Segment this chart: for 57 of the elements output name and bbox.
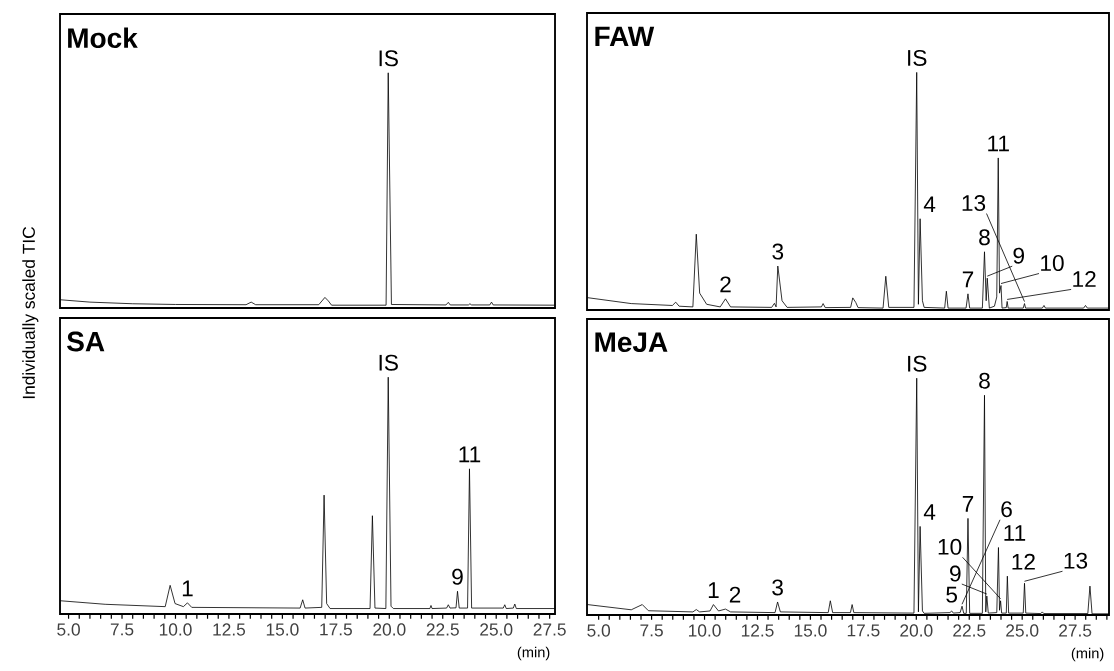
x-tick-label: 20.0 bbox=[373, 623, 406, 636]
x-tick-label: 10.0 bbox=[688, 624, 721, 637]
x-tick-label: 5.0 bbox=[57, 623, 80, 636]
annotation: IS bbox=[908, 49, 927, 66]
annotation: 8 bbox=[979, 229, 990, 246]
annotation: 11 bbox=[459, 446, 481, 463]
annotation: 6 bbox=[1001, 501, 1012, 518]
annotation: IS bbox=[379, 354, 398, 371]
annotation: 10 bbox=[938, 538, 962, 555]
annotation: 12 bbox=[1073, 271, 1096, 287]
x-tick-label: 22.5 bbox=[953, 624, 986, 637]
annotation: 4 bbox=[923, 196, 936, 213]
x-tick-label: 25.0 bbox=[480, 623, 513, 636]
chart-title: MeJA bbox=[595, 332, 668, 353]
chart-title: SA bbox=[67, 331, 105, 352]
chart-title: FAW bbox=[595, 26, 655, 46]
annotation: 11 bbox=[1004, 525, 1026, 541]
annotation: 12 bbox=[1012, 553, 1035, 570]
x-tick-label: 27.5 bbox=[1059, 624, 1092, 637]
annotation: 9 bbox=[1013, 247, 1024, 264]
annotation: 9 bbox=[950, 565, 961, 582]
x-tick-label: 12.5 bbox=[741, 624, 774, 637]
x-tick-label: 12.5 bbox=[213, 623, 246, 636]
x-axis-title: (min) bbox=[517, 646, 550, 661]
annotation: 3 bbox=[772, 243, 784, 260]
x-tick-label: 5.0 bbox=[587, 624, 611, 637]
x-tick-label: 17.5 bbox=[320, 623, 352, 636]
annotation: 13 bbox=[1064, 552, 1088, 569]
x-axis-title: (min) bbox=[1071, 647, 1104, 662]
annotation: IS bbox=[379, 50, 398, 67]
x-tick-label: 17.5 bbox=[847, 624, 880, 637]
x-tick-label: 10.0 bbox=[159, 623, 192, 636]
annotation: 10 bbox=[1041, 255, 1064, 272]
annotation: 9 bbox=[452, 568, 463, 585]
annotation: 2 bbox=[729, 586, 741, 603]
annotation: 3 bbox=[772, 579, 783, 596]
chart-title: Mock bbox=[68, 27, 138, 49]
annotation: 7 bbox=[962, 496, 974, 512]
x-tick-label: 20.0 bbox=[900, 624, 933, 637]
annotation: 7 bbox=[962, 271, 974, 288]
annotation: 5 bbox=[946, 586, 958, 603]
annotation: IS bbox=[908, 355, 927, 372]
annotation: 13 bbox=[962, 195, 986, 212]
annotation: 1 bbox=[182, 580, 193, 597]
annotation: 2 bbox=[720, 276, 731, 293]
annotation: 1 bbox=[708, 582, 719, 598]
annotation: 8 bbox=[979, 372, 990, 389]
x-tick-label: 27.5 bbox=[533, 623, 566, 636]
y-axis-title: Individually scaled TIC bbox=[22, 226, 39, 399]
x-tick-label: 7.5 bbox=[110, 623, 134, 636]
x-tick-label: 15.0 bbox=[266, 623, 299, 636]
x-tick-label: 25.0 bbox=[1006, 624, 1039, 637]
x-tick-label: 7.5 bbox=[640, 624, 663, 637]
annotation: 11 bbox=[988, 135, 1009, 152]
annotation: 4 bbox=[923, 504, 936, 520]
x-tick-label: 15.0 bbox=[794, 624, 827, 637]
x-tick-label: 22.5 bbox=[426, 623, 459, 636]
